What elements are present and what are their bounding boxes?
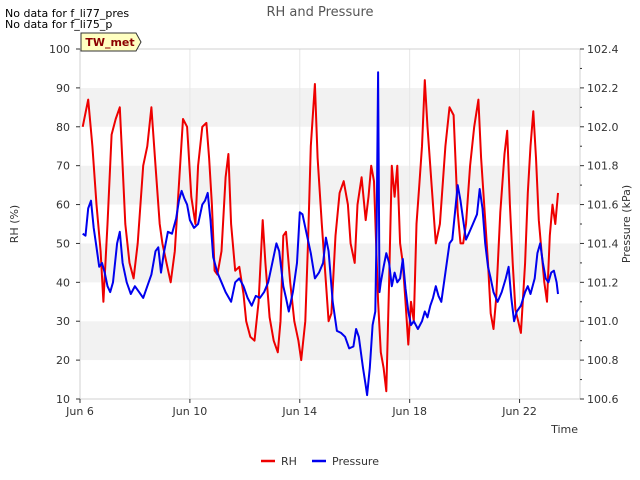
y-right-tick-label: 100.6 [587, 393, 619, 406]
grid-band [80, 87, 580, 127]
y-left-tick-label: 100 [49, 43, 70, 56]
series-line-rh [81, 79, 559, 393]
site-badge: TW_met [80, 32, 142, 52]
y-axis-label-left: RH (%) [8, 205, 21, 243]
y-left-tick-label: 50 [56, 237, 70, 250]
legend-label-rh: RH [281, 455, 297, 468]
y-right-tick-label: 101.6 [587, 199, 619, 212]
y-right-tick-label: 100.8 [587, 354, 619, 367]
y-right-tick-label: 101.0 [587, 315, 619, 328]
grid-band [80, 126, 580, 166]
grid-band [80, 49, 580, 88]
y-left-tick-label: 30 [56, 315, 70, 328]
x-tick-label: Jun 22 [501, 405, 537, 418]
y-right-tick-label: 101.8 [587, 160, 619, 173]
y-left-tick-label: 70 [56, 160, 70, 173]
grid-band [80, 321, 580, 361]
y-right-tick-label: 102.2 [587, 82, 619, 95]
site-badge-label: TW_met [85, 36, 134, 49]
no-data-note-1: No data for f_li77_pres [5, 7, 130, 20]
no-data-note-2: No data for f_li75_p [5, 18, 113, 31]
y-right-tick-label: 101.2 [587, 276, 619, 289]
grid-bands [79, 49, 580, 399]
x-tick-label: Jun 6 [65, 405, 94, 418]
y-right-tick-label: 102.0 [587, 121, 619, 134]
grid-band [80, 360, 580, 399]
x-tick-label: Jun 18 [391, 405, 427, 418]
y-left-tick-label: 90 [56, 82, 70, 95]
x-tick-label: Jun 14 [281, 405, 317, 418]
legend-label-pressure: Pressure [332, 455, 379, 468]
x-axis-label: Time [550, 423, 578, 436]
series-layer [81, 71, 559, 397]
y-right-tick-label: 101.4 [587, 237, 619, 250]
legend: RH Pressure [261, 455, 379, 468]
y-axis-label-right: Pressure (kPa) [620, 185, 633, 263]
grid-band [80, 204, 580, 244]
y-right-tick-label: 102.4 [587, 43, 619, 56]
y-left-tick-label: 10 [56, 393, 70, 406]
site-badge-shape [80, 32, 142, 52]
chart-title: RH and Pressure [266, 5, 373, 20]
axis-ticks: Jun 6 Jun 10 Jun 14 Jun 18 Jun 22 10 20 30 40 50 6… [49, 43, 619, 418]
y-left-tick-label: 20 [56, 354, 70, 367]
y-left-tick-label: 60 [56, 199, 70, 212]
y-left-tick-label: 40 [56, 276, 70, 289]
x-tick-label: Jun 10 [172, 405, 208, 418]
y-left-tick-label: 80 [56, 121, 70, 134]
series-line-pressure [82, 71, 559, 397]
grid-band [80, 165, 580, 205]
